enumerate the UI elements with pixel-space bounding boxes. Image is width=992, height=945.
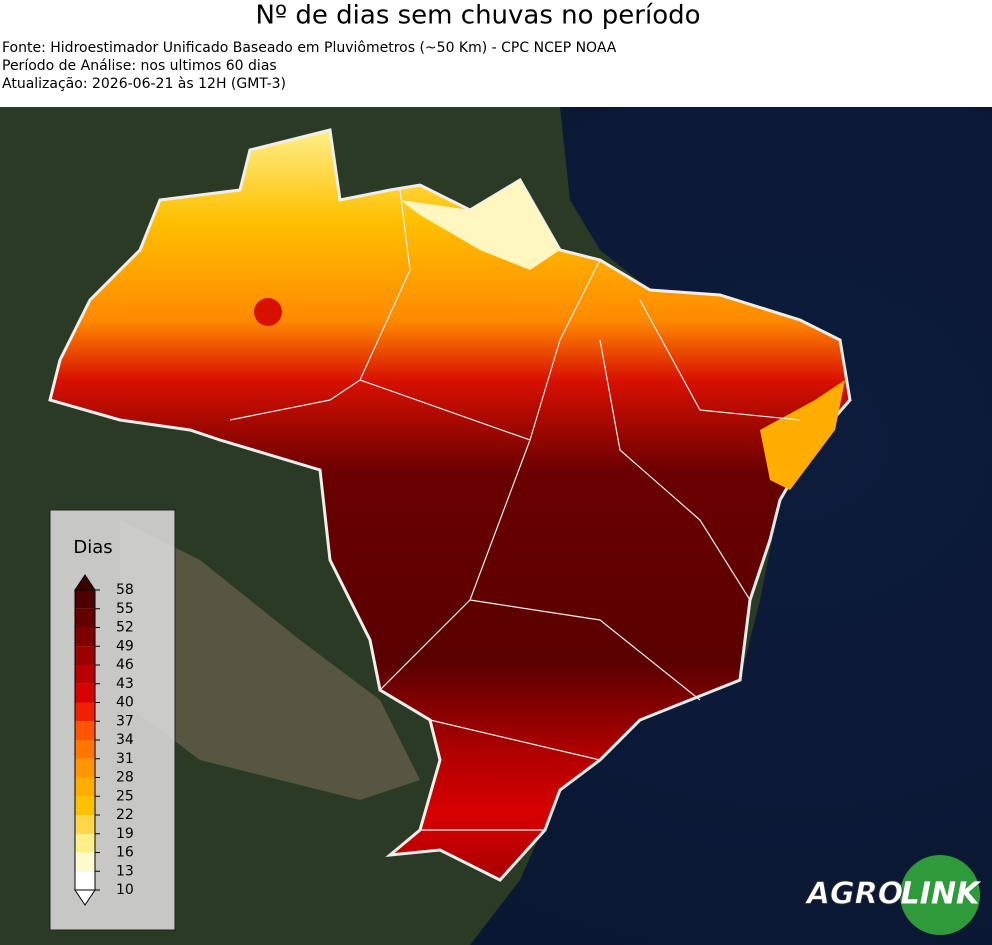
subtitle: Fonte: Hidroestimador Unificado Baseado … [2,40,617,56]
wet-zone [760,380,845,490]
colorbar-segment [75,646,95,665]
colorbar-segment [75,796,95,815]
hot-spot [254,298,282,326]
tick-label: 19 [116,826,134,842]
tick-label: 37 [116,713,134,729]
tick-label: 22 [116,807,134,823]
legend: Dias [49,509,176,931]
land [120,520,420,800]
colorbar-segment [75,721,95,740]
tick-label: 46 [116,657,134,673]
colorbar-segment [75,758,95,778]
logo: AGRO LINK [804,855,982,935]
legend-box [49,509,176,931]
logo-circle [900,855,980,935]
subtitle: Atualização: 2026-06-21 às 12H (GMT-3) [2,76,286,92]
colorbar-segment [75,590,95,609]
colorbar: 10 13 16 19 22 25 28 31 34 37 40 43 46 49 52 55 58 [74,574,134,906]
tick-label: 52 [116,620,134,636]
colorbar-segment [75,627,95,647]
tick-label: 16 [116,845,134,861]
tick-label: 49 [116,638,134,654]
dry-zone [400,180,560,270]
tick-label: 31 [116,751,134,767]
subtitle: Período de Análise: nos ultimos 60 dias [2,58,277,74]
colorbar-segment [75,608,95,628]
colorbar-segment [75,702,95,722]
tick-label: 55 [116,601,134,617]
logo-text: AGRO [805,877,903,912]
legend-title: Dias [73,537,112,558]
map [0,107,992,945]
tick-label: 25 [116,788,134,804]
tick-label: 10 [116,882,134,898]
colorbar-segment [75,740,95,759]
tick-label: 58 [116,582,134,598]
title: Nº de dias sem chuvas no período [255,1,700,31]
colorbar-segment [75,777,95,797]
borders [229,189,801,831]
colorbar-segment [75,833,95,853]
logo-text: LINK [901,877,982,912]
tick-label: 28 [116,770,134,786]
tick-label: 43 [116,676,134,692]
tick-label: 34 [116,732,134,748]
colorbar-segment [75,815,95,834]
colorbar-segment [75,871,95,890]
colorbar-segment [75,665,95,684]
tick-label: 40 [116,695,134,711]
colorbar-segment [75,683,95,703]
tick-label: 13 [116,863,134,879]
colorbar-segment [75,852,95,872]
